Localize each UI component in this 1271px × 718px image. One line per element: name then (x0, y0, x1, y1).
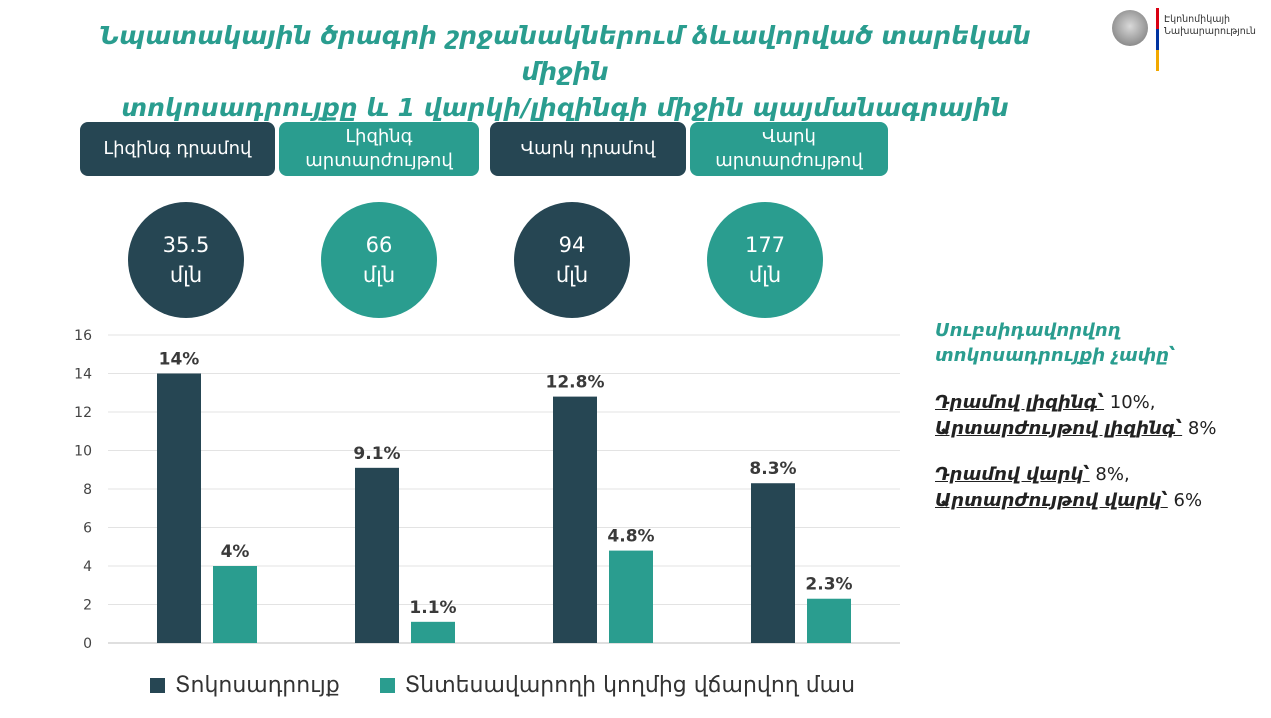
circle-unit: մլն (362, 263, 396, 287)
data-label: 9.1% (353, 444, 400, 464)
y-tick-label: 14 (74, 367, 92, 383)
circle-loan-amd: 94 մլն (514, 202, 630, 318)
legend-label: Տոկոսադրույք (175, 672, 340, 698)
subsidy-item: Արտարժույթով լիզինգ՝ 8% (935, 418, 1217, 439)
y-tick-label: 8 (83, 482, 92, 498)
logo-line-1: Էկոնոմիկայի (1164, 14, 1231, 25)
data-label: 4.8% (607, 527, 654, 547)
y-tick-label: 6 (83, 521, 92, 537)
legend-swatch (150, 677, 165, 693)
chart-legend: Տոկոսադրույք Տնտեսավարողի կողմից վճարվող… (150, 670, 895, 700)
circle-leasing-amd: 35.5 մլն (128, 202, 244, 318)
data-label: 12.8% (546, 373, 605, 393)
bar (157, 373, 201, 643)
circle-value: 66 (365, 233, 393, 257)
circle-value: 94 (558, 233, 586, 257)
circle-value: 35.5 (162, 233, 210, 257)
bar (355, 467, 399, 643)
circle-unit: մլն (169, 263, 203, 287)
legend-item-rate: Տոկոսադրույք (150, 673, 340, 698)
tag-leasing-amd: Լիզինգ դրամով (80, 122, 275, 176)
title-line-1: Նպատակային ծրագրի շրջանակներում ձևավորվա… (99, 21, 1031, 86)
flag-stripe (1156, 8, 1159, 72)
data-label: 8.3% (749, 459, 796, 479)
legend-item-borrower-share: Տնտեսավարողի կողմից վճարվող մաս (379, 672, 856, 698)
subsidy-item: Արտարժույթով վարկ՝ 6% (935, 490, 1203, 511)
tag-loan-amd: Վարկ դրամով (490, 122, 686, 176)
subsidy-info: Սուբսիդավորվող տոկոսադրույքի չափը՝ Դրամո… (935, 318, 1255, 514)
rate-bar-chart: 0 2 4 6 8 10 12 14 16 14% 9.1% 12.8% 8.3% 4% 1.1% 4.8% 2… (74, 328, 900, 652)
circle-value: 177 (744, 233, 786, 257)
data-label: 2.3% (805, 575, 852, 595)
y-tick-label: 0 (83, 636, 92, 652)
subsidy-item: Դրամով լիզինգ՝ 10%, (935, 392, 1156, 413)
bar (807, 598, 851, 643)
bar (609, 550, 653, 643)
circle-unit: մլն (555, 263, 589, 287)
circle-loan-fx: 177 մլն (707, 202, 823, 318)
legend-swatch (379, 677, 395, 693)
y-tick-label: 12 (74, 405, 92, 421)
bar (553, 396, 597, 643)
y-tick-label: 4 (83, 559, 92, 575)
bar (213, 566, 257, 643)
logo-line-2: Նախարարություն (1164, 26, 1256, 37)
data-label: 1.1% (409, 598, 456, 618)
data-label: 4% (221, 542, 250, 562)
circle-leasing-fx: 66 մլն (321, 202, 437, 318)
y-tick-label: 10 (74, 444, 92, 460)
ministry-logo: Էկոնոմիկայի Նախարարություն (1112, 8, 1262, 72)
tag-loan-fx: Վարկ արտարժույթով (690, 122, 888, 176)
subsidy-item: Դրամով վարկ՝ 8%, (935, 464, 1130, 485)
y-tick-label: 2 (83, 598, 92, 614)
bar (411, 621, 455, 643)
logo-text: Էկոնոմիկայի Նախարարություն (1164, 14, 1256, 38)
y-tick-label: 16 (74, 328, 92, 344)
tag-leasing-fx: Լիզինգ արտարժույթով (279, 122, 479, 176)
data-label: 14% (159, 350, 200, 370)
bar (751, 483, 795, 643)
circle-unit: մլն (748, 263, 782, 287)
coat-of-arms-icon (1112, 10, 1148, 46)
subsidy-heading: Սուբսիդավորվող տոկոսադրույքի չափը՝ (935, 320, 1176, 366)
legend-label: Տնտեսավարողի կողմից վճարվող մաս (404, 672, 856, 698)
